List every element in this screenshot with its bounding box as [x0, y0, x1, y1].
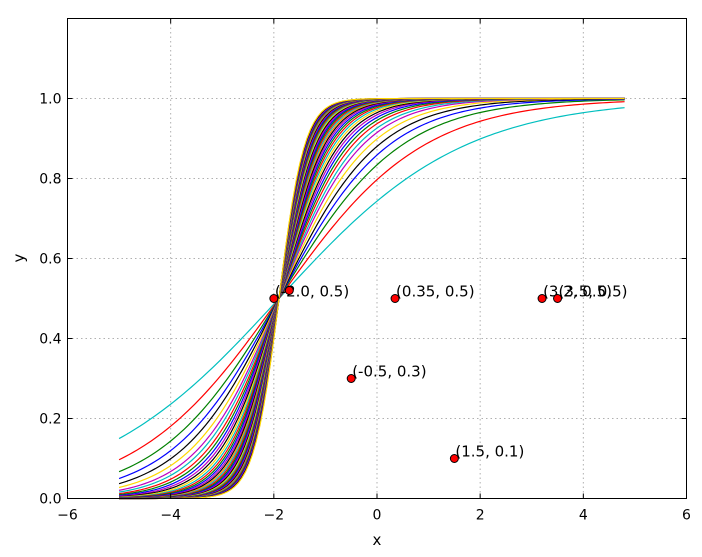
data-point	[553, 294, 563, 303]
y-tick-label: 0.0	[39, 492, 61, 508]
y-tick-label: 0.2	[39, 412, 61, 428]
sigmoid-curve	[118, 99, 625, 473]
curves-layer	[118, 97, 625, 500]
x-tick-label: 6	[682, 508, 691, 524]
x-tick-label: 4	[579, 508, 588, 524]
x-tick-label: −4	[160, 508, 181, 524]
data-point	[390, 294, 400, 303]
data-point	[449, 454, 459, 463]
y-tick-label: 1.0	[39, 92, 61, 108]
grid-layer	[67, 18, 687, 499]
data-point	[284, 286, 294, 295]
data-point-label: (-2.0, 0.5)	[275, 283, 349, 301]
y-tick-label: 0.4	[39, 332, 61, 348]
sigmoid-curve	[118, 98, 625, 480]
y-axis-label: y	[10, 253, 28, 262]
data-point-label: (-0.5, 0.3)	[352, 363, 426, 381]
points-layer: (-2.0, 0.5) (0.35, 0.5) (-0.5, 0.3) (1.5, 0…	[269, 283, 628, 463]
x-tick-label: −2	[264, 508, 285, 524]
data-point-label: (1.5, 0.1)	[455, 443, 524, 461]
data-point	[346, 374, 356, 383]
y-tick-label: 0.6	[39, 252, 61, 268]
data-point-label: (3.5, 0.5)	[559, 283, 628, 301]
sigmoid-curve	[118, 98, 625, 485]
x-axis-label: x	[373, 531, 382, 549]
sigmoid-curve	[118, 101, 625, 461]
data-point	[537, 294, 547, 303]
data-point	[269, 294, 279, 303]
ticks-layer: −6 −4 −2 0 2 4 6 0.0 0.2 0.4 0.6 0.8 1.0	[39, 18, 691, 524]
data-point-label: (0.35, 0.5)	[396, 283, 475, 301]
x-tick-label: 0	[373, 508, 382, 524]
x-tick-label: 2	[476, 508, 485, 524]
sigmoid-curve	[119, 97, 625, 500]
sigmoid-curve	[118, 107, 625, 440]
y-tick-label: 0.8	[39, 172, 61, 188]
x-tick-label: −6	[57, 508, 78, 524]
